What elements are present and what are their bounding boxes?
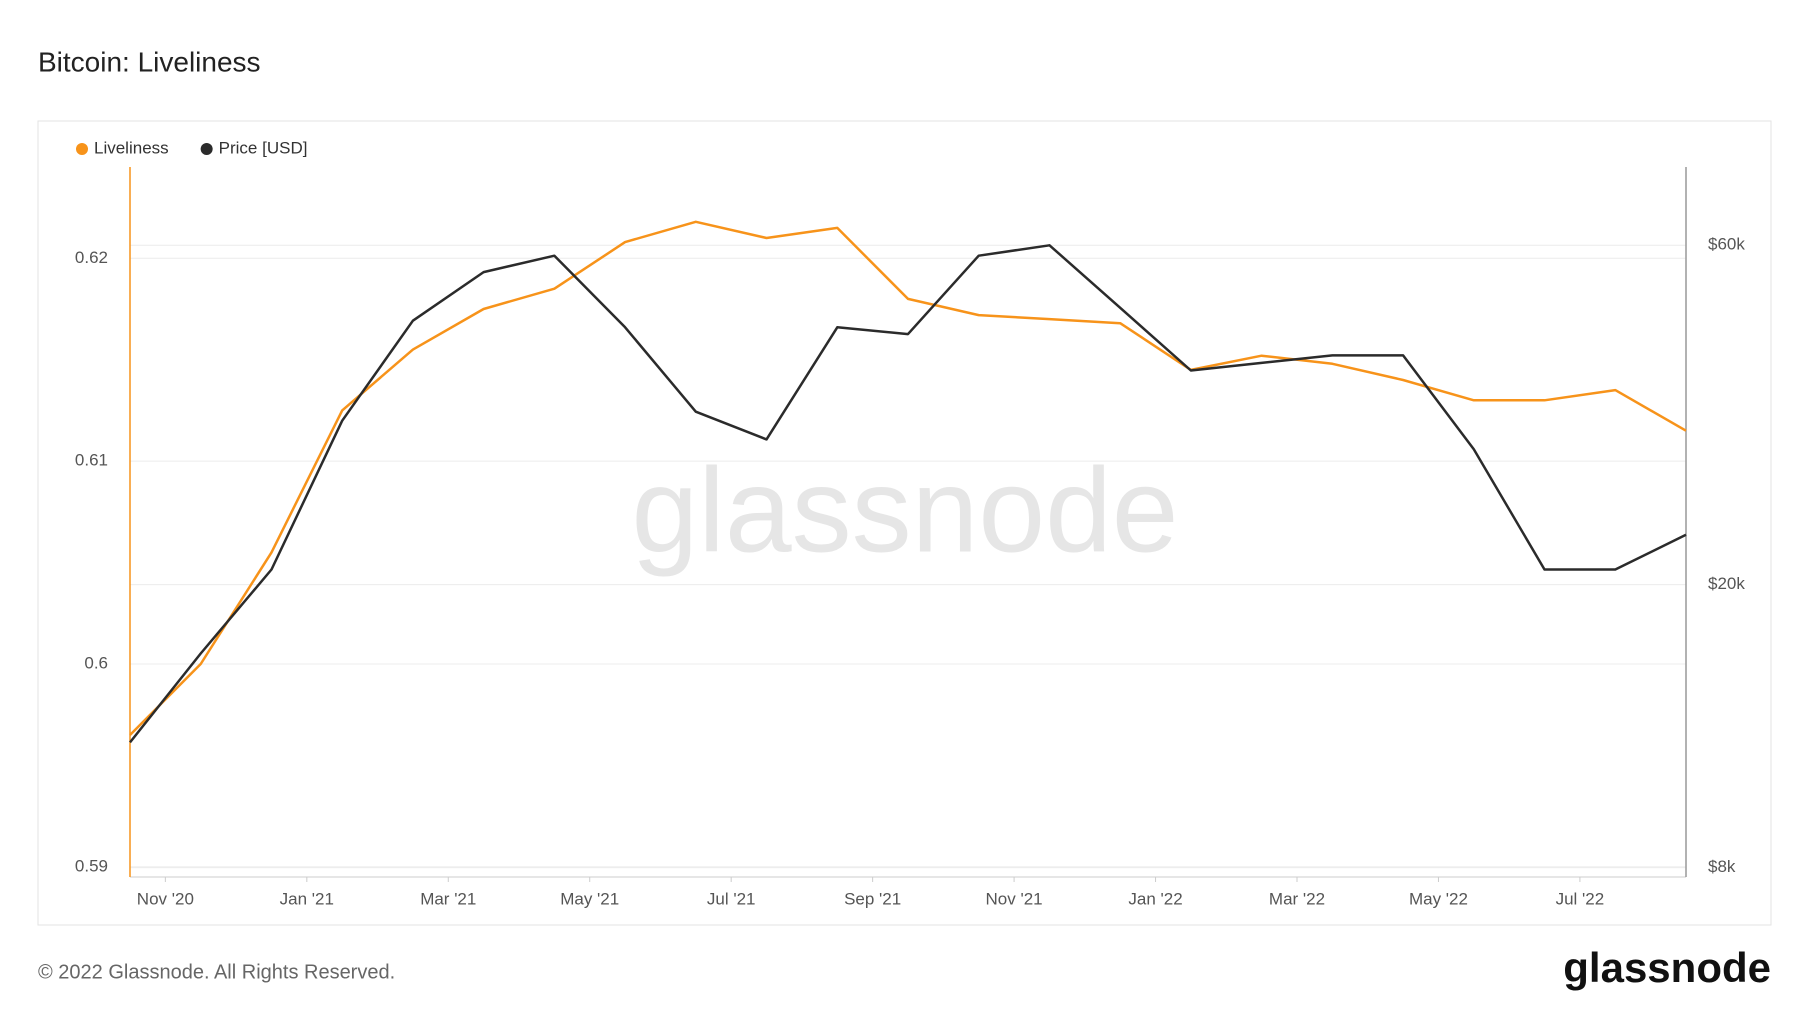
x-tick-label: May '21 xyxy=(560,889,619,908)
y-tick-label: 0.61 xyxy=(75,451,108,470)
watermark: glassnode xyxy=(631,444,1178,578)
chart-title: Bitcoin: Liveliness xyxy=(38,46,261,77)
x-tick-label: Nov '20 xyxy=(137,889,194,908)
legend-marker xyxy=(200,143,213,155)
x-tick-label: Nov '21 xyxy=(986,889,1043,908)
footer: © 2022 Glassnode. All Rights Reserved. xyxy=(38,961,395,983)
y-tick-label: 0.62 xyxy=(75,248,108,267)
x-tick-label: May '22 xyxy=(1409,889,1468,908)
x-tick-label: Jul '21 xyxy=(707,889,756,908)
logo: glassnode xyxy=(1563,944,1771,991)
x-tick-label: Jan '22 xyxy=(1128,889,1182,908)
x-tick-label: Mar '21 xyxy=(420,889,476,908)
chart-frame xyxy=(37,120,1772,926)
x-tick-label: Sep '21 xyxy=(844,889,901,908)
legend-marker xyxy=(76,143,88,155)
y2-tick-label: $8k xyxy=(1708,857,1736,876)
x-tick-label: Mar '22 xyxy=(1269,889,1325,908)
x-tick-label: Jan '21 xyxy=(280,889,334,908)
y2-tick-label: $20k xyxy=(1708,574,1745,593)
y-tick-label: 0.6 xyxy=(84,653,108,672)
y2-tick-label: $60k xyxy=(1708,235,1745,254)
series-line xyxy=(129,244,1687,744)
x-tick-label: Jul '22 xyxy=(1556,889,1605,908)
y-tick-label: 0.59 xyxy=(75,856,108,875)
legend-label: Price [USD] xyxy=(219,138,308,157)
legend-label: Liveliness xyxy=(94,138,169,157)
